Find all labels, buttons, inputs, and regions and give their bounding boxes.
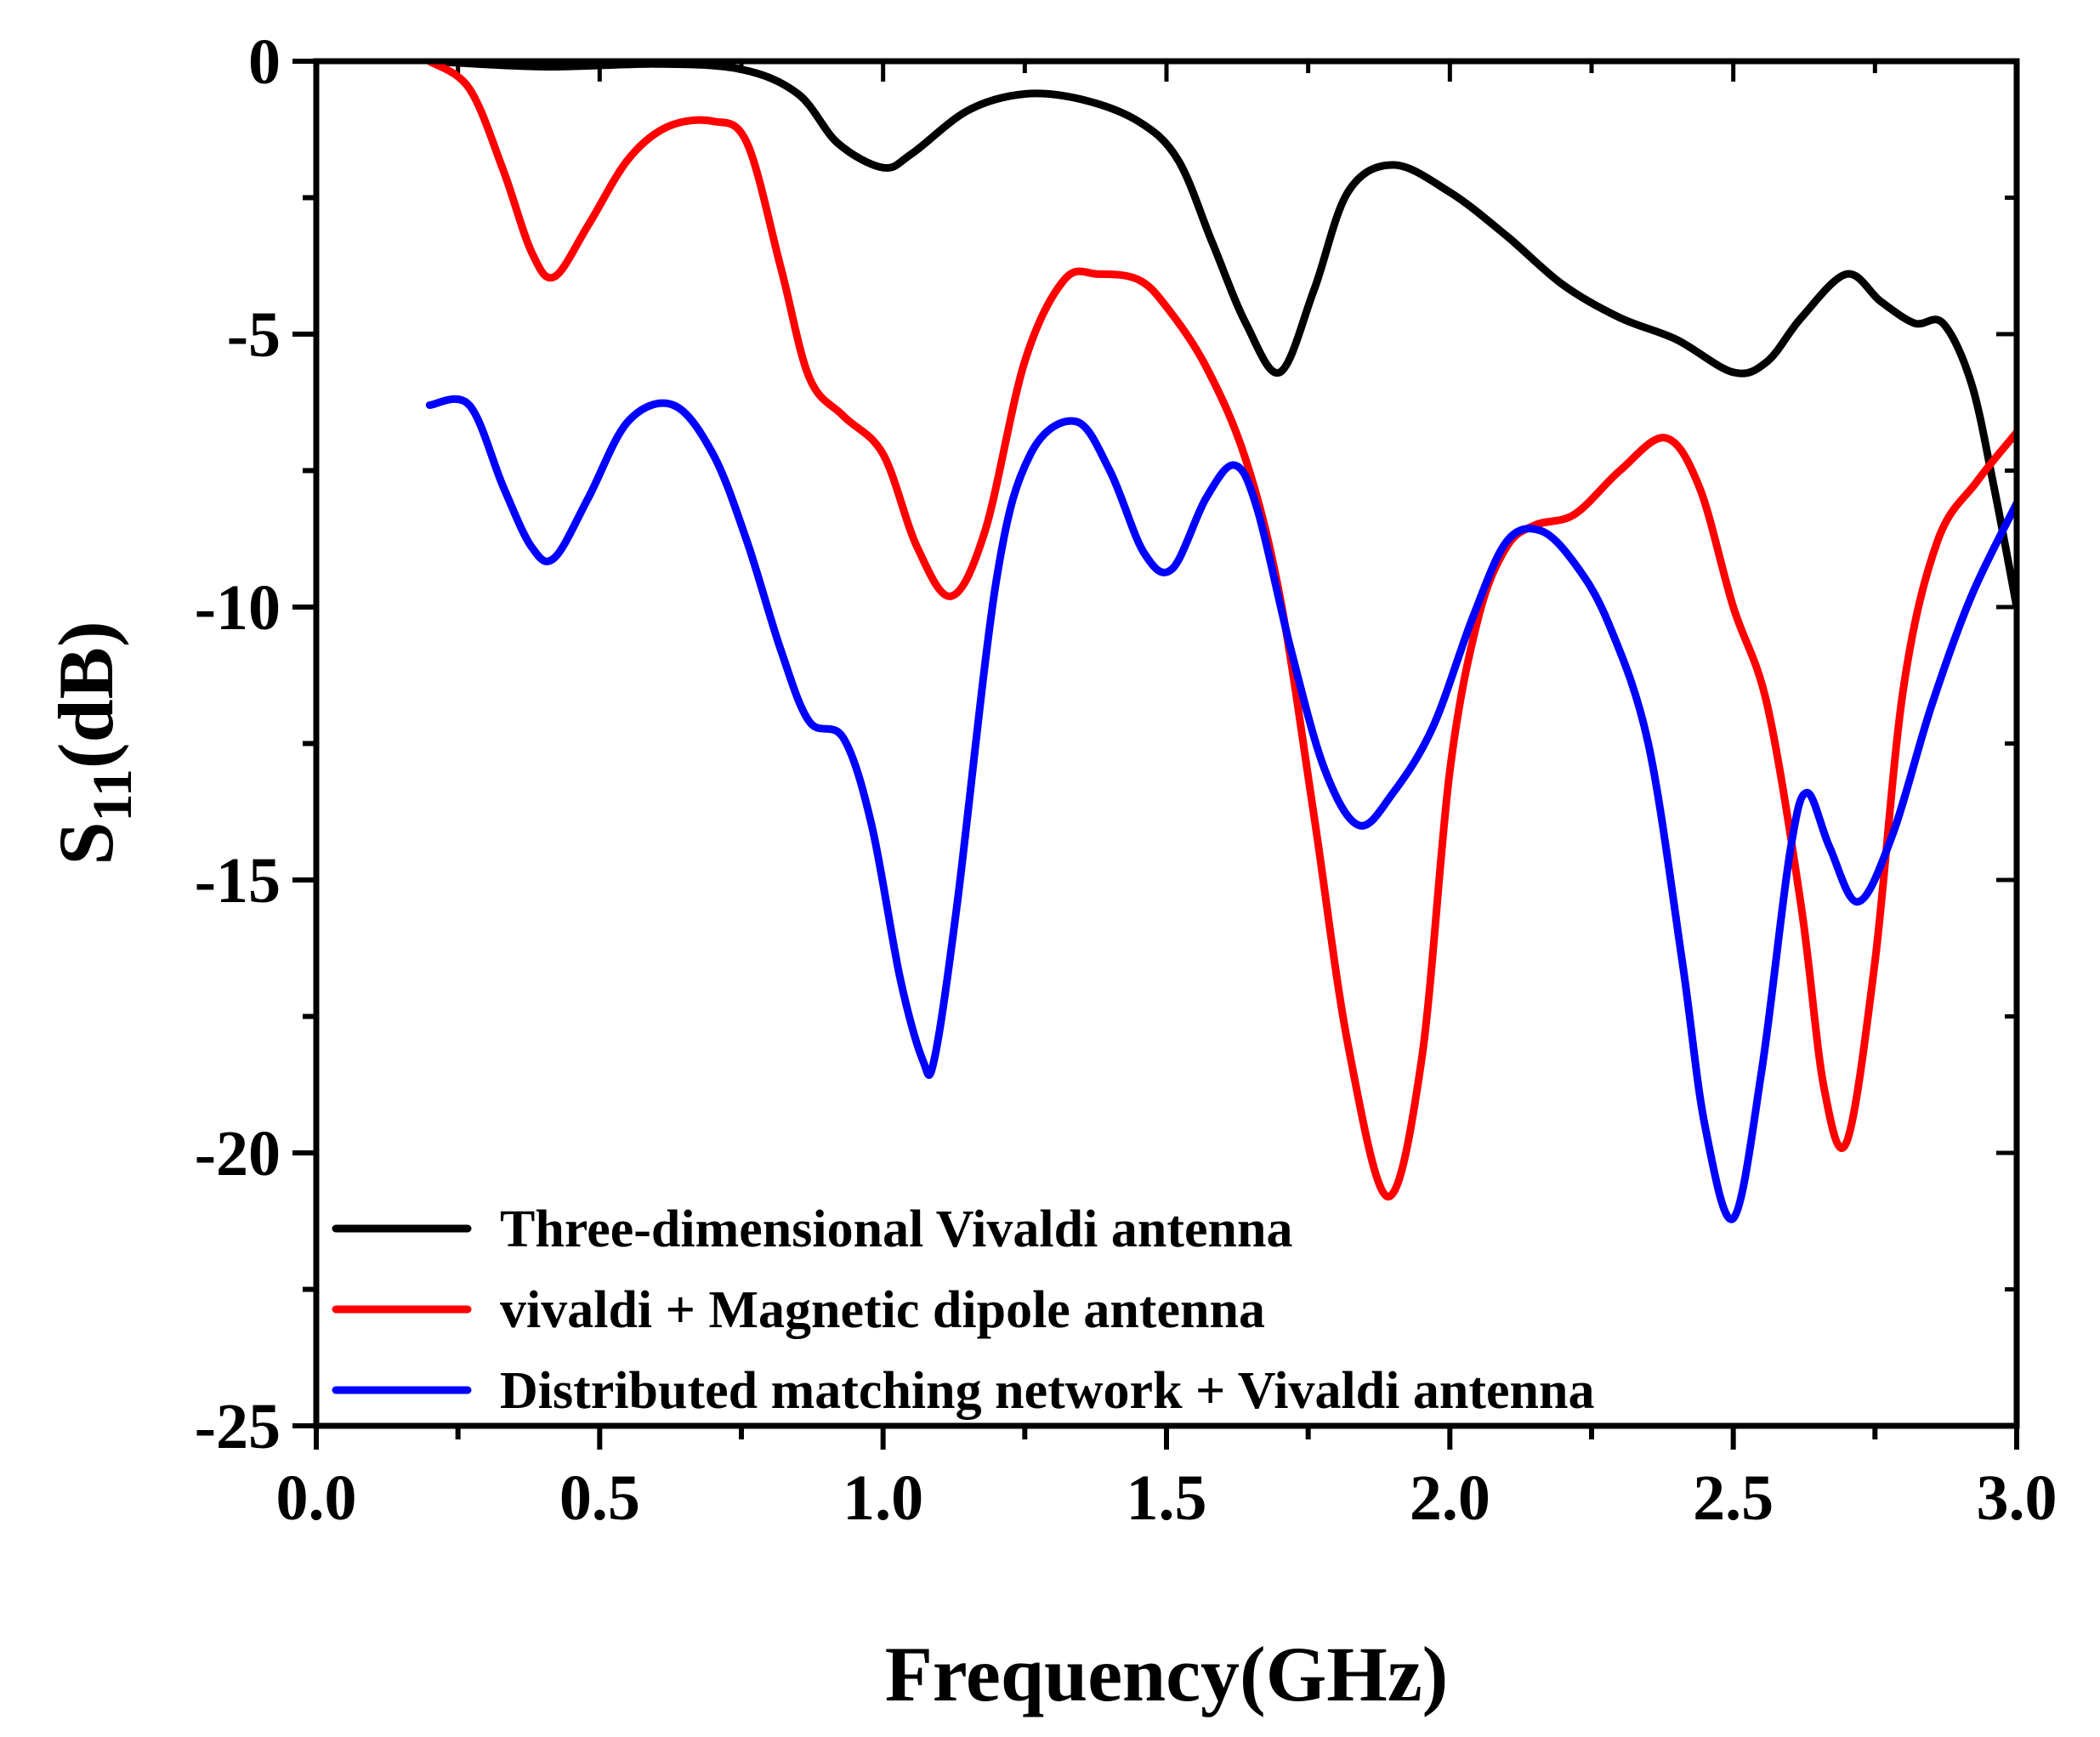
y-tick-label: -5 xyxy=(227,299,281,371)
y-tick-label: -10 xyxy=(195,572,281,644)
legend-label: vivaldi + Magnetic dipole antenna xyxy=(500,1281,1265,1339)
legend-item: vivaldi + Magnetic dipole antenna xyxy=(332,1281,1265,1339)
x-tick-label: 1.0 xyxy=(843,1462,923,1534)
y-axis-title-main: S xyxy=(43,822,129,866)
y-tick-label: -15 xyxy=(195,845,281,917)
legend-label: Three-dimensional Vivaldi antenna xyxy=(500,1201,1292,1258)
y-tick-label: -20 xyxy=(195,1118,281,1189)
x-tick-label: 0.5 xyxy=(559,1462,640,1534)
legend: Three-dimensional Vivaldi antenna vivaldi… xyxy=(332,1201,1595,1420)
plot-frame xyxy=(313,58,2020,1429)
series-group xyxy=(425,61,2017,1223)
legend-item: Three-dimensional Vivaldi antenna xyxy=(332,1201,1292,1258)
y-axis-title-subscript: 11 xyxy=(82,769,144,821)
series-vivaldi-magnetic-dipole xyxy=(425,61,2017,1201)
series-three-dimensional-vivaldi xyxy=(425,61,2017,611)
y-axis-title: S11(dB) xyxy=(43,621,144,865)
x-tick-labels: 0.0 0.5 1.0 1.5 2.0 2.5 3.0 xyxy=(276,1462,2057,1534)
x-tick-label: 2.0 xyxy=(1410,1462,1490,1534)
legend-label: Distributed matching network + Vivaldi a… xyxy=(500,1362,1595,1420)
x-tick-label: 1.5 xyxy=(1127,1462,1207,1534)
y-tick-label: -25 xyxy=(195,1391,281,1462)
y-tick-labels: 0 -5 -10 -15 -20 -25 xyxy=(195,26,281,1462)
x-tick-label: 2.5 xyxy=(1693,1462,1774,1534)
x-tick-label: 0.0 xyxy=(276,1462,357,1534)
y-tick-label: 0 xyxy=(248,26,281,98)
x-axis-title: Frequency(GHz) xyxy=(885,1631,1449,1717)
legend-item: Distributed matching network + Vivaldi a… xyxy=(332,1362,1595,1420)
series-distributed-matching-network xyxy=(425,395,2017,1223)
x-tick-label: 3.0 xyxy=(1977,1462,2057,1534)
y-axis-title-rest: (dB) xyxy=(43,621,129,769)
